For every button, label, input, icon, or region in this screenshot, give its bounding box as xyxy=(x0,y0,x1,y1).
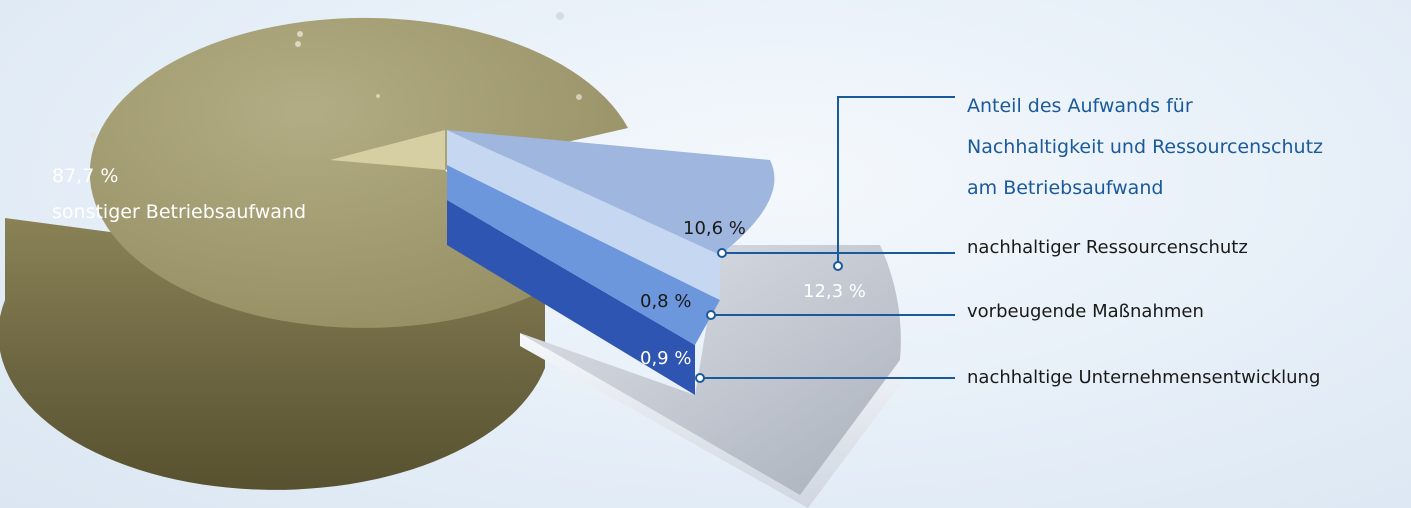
legend-development: nachhaltige Unternehmensentwicklung xyxy=(967,367,1321,388)
droplet-2 xyxy=(295,41,301,47)
legend-resource-protection: nachhaltiger Ressourcenschutz xyxy=(967,237,1248,258)
marker-resource xyxy=(717,248,727,258)
label-resource-value: 10,6 % xyxy=(683,218,746,239)
marker-group xyxy=(833,261,843,271)
legend-prevention: vorbeugende Maßnahmen xyxy=(967,301,1204,322)
label-other-name: sonstiger Betriebsaufwand xyxy=(52,201,307,223)
label-other: 87,7 % sonstiger Betriebsaufwand xyxy=(52,158,306,230)
slice-resource-protection-top xyxy=(447,130,775,255)
slice-development xyxy=(447,200,695,395)
legend-group-title-line-2: Nachhaltigkeit und Ressourcenschutz xyxy=(967,136,1323,158)
label-development-value: 0,9 % xyxy=(640,348,692,369)
droplet-5 xyxy=(576,94,582,100)
group-slice xyxy=(520,245,901,495)
legend-group-title: Anteil des Aufwands für Nachhaltigkeit u… xyxy=(967,86,1323,209)
marker-prevention xyxy=(706,310,716,320)
slice-resource-protection xyxy=(447,130,720,300)
slice-prevention xyxy=(447,165,720,345)
droplet-6 xyxy=(556,12,564,20)
label-group-value: 12,3 % xyxy=(803,281,866,302)
legend-group-title-line-3: am Betriebsaufwand xyxy=(967,177,1164,199)
legend-group-title-line-1: Anteil des Aufwands für xyxy=(967,95,1193,117)
label-prevention-value: 0,8 % xyxy=(640,291,692,312)
droplet-3 xyxy=(90,132,96,138)
label-other-value: 87,7 % xyxy=(52,165,119,187)
droplet-4 xyxy=(376,94,380,98)
marker-development xyxy=(695,373,705,383)
slice-other-cutface xyxy=(330,130,445,170)
connector-group xyxy=(837,96,955,266)
droplet-1 xyxy=(297,31,303,37)
